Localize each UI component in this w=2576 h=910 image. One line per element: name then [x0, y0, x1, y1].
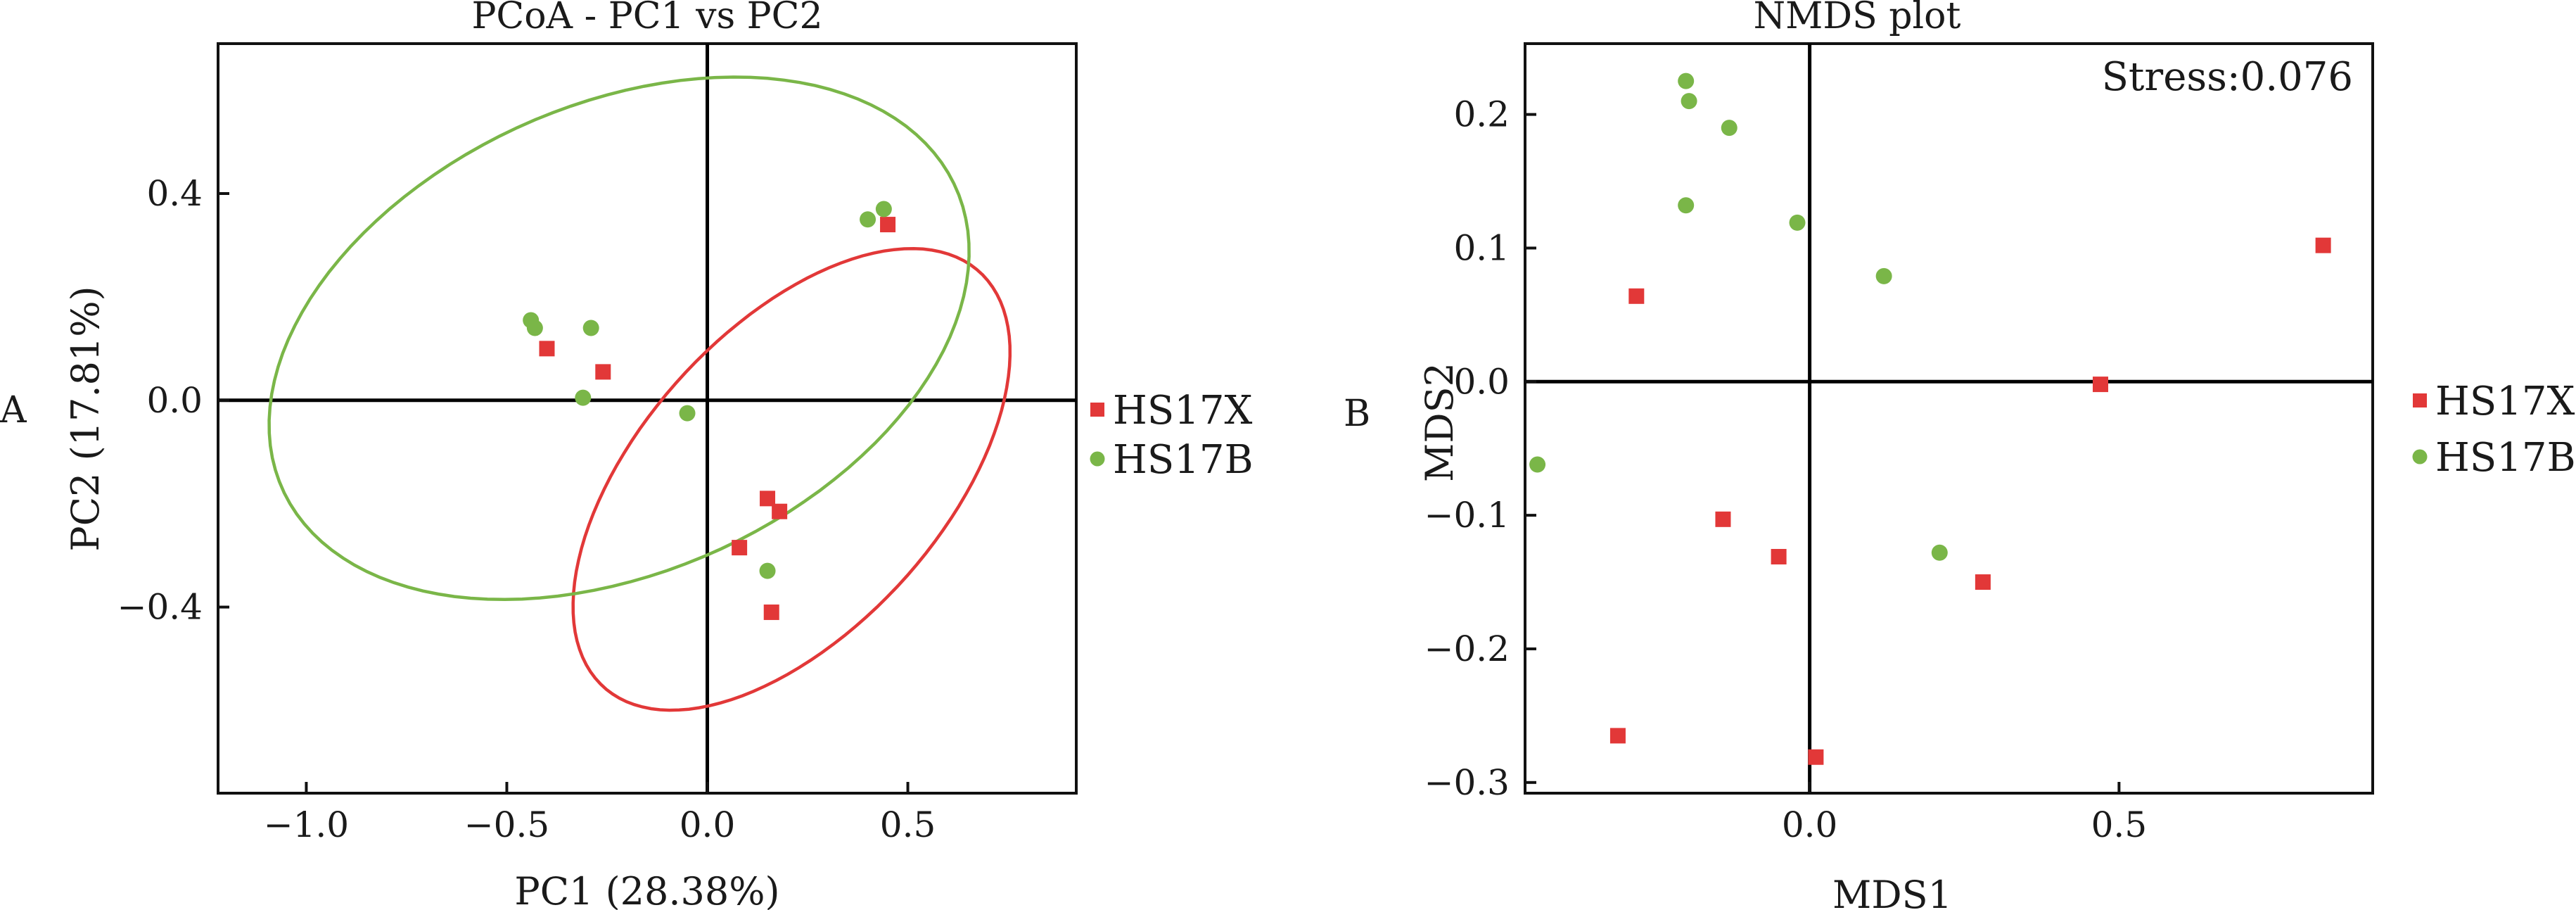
nmds-legend-marker-hs17x: [2413, 393, 2427, 407]
pcoa-point-hs17x: [772, 503, 788, 519]
pcoa-point-hs17b: [526, 320, 543, 336]
nmds-y-tick-label: 0.2: [1453, 94, 1510, 135]
nmds-point-hs17x: [1771, 548, 1787, 564]
nmds-y-tick-label: −0.3: [1424, 762, 1510, 803]
pcoa-ellipses: [267, 75, 1012, 712]
nmds-point-hs17b: [1721, 120, 1737, 137]
nmds-point-hs17b: [1678, 72, 1695, 89]
nmds-legend-label-hs17x: HS17X: [2435, 379, 2575, 424]
nmds-legend: HS17X HS17B: [2412, 379, 2576, 481]
nmds-y-ticks: −0.3 −0.2 −0.1 0.0 0.1 0.2: [1424, 94, 1536, 803]
panel-a-label: A: [0, 389, 27, 431]
pcoa-legend-marker-hs17x: [1090, 403, 1104, 417]
pcoa-points: [523, 201, 896, 620]
pcoa-x-axis-label: PC1 (28.38%): [514, 869, 779, 910]
pcoa-legend-label-hs17b: HS17B: [1113, 437, 1254, 483]
nmds-point-hs17x: [1715, 511, 1731, 527]
nmds-x-ticks: 0.0 0.5: [1782, 782, 2147, 845]
pcoa-point-hs17x: [539, 341, 555, 357]
nmds-x-axis-label: MDS1: [1832, 873, 1952, 910]
nmds-point-hs17b: [1681, 93, 1697, 110]
pcoa-legend-marker-hs17b: [1090, 451, 1105, 467]
pcoa-ellipse-hs17b: [267, 75, 971, 602]
pcoa-panel: A PCoA - PC1 vs PC2 −1.0 −0.5 0.0 0.5 −0.4 0…: [0, 0, 1254, 910]
pcoa-x-tick-label: 0.0: [680, 804, 736, 845]
pcoa-point-hs17b: [759, 562, 776, 579]
nmds-stress-annotation: Stress:0.076: [2102, 54, 2353, 100]
pcoa-point-hs17x: [595, 364, 611, 380]
nmds-points: [1529, 72, 2331, 765]
nmds-zero-lines: [1525, 44, 2373, 793]
pcoa-point-hs17b: [575, 389, 592, 406]
nmds-plot-frame: [1524, 42, 2374, 795]
nmds-point-hs17x: [1808, 749, 1824, 765]
pcoa-legend-label-hs17x: HS17X: [1113, 388, 1252, 434]
nmds-title: NMDS plot: [1754, 0, 1961, 37]
nmds-point-hs17b: [1931, 544, 1948, 561]
pcoa-x-tick-label: −0.5: [464, 804, 549, 845]
pcoa-y-tick-label: −0.4: [117, 587, 203, 628]
pcoa-point-hs17b: [875, 201, 892, 217]
pcoa-y-ticks: −0.4 0.0 0.4: [117, 173, 229, 628]
pcoa-x-tick-label: 0.5: [880, 804, 936, 845]
pcoa-y-axis-label: PC2 (17.81%): [63, 286, 108, 551]
pcoa-title: PCoA - PC1 vs PC2: [471, 0, 822, 37]
pcoa-point-hs17x: [880, 217, 896, 233]
pcoa-ellipse-hs17x: [571, 246, 1012, 712]
nmds-point-hs17x: [1975, 574, 1991, 590]
nmds-legend-label-hs17b: HS17B: [2435, 435, 2576, 481]
nmds-y-tick-label: 0.1: [1453, 227, 1510, 268]
nmds-point-hs17x: [1628, 288, 1645, 304]
nmds-point-hs17x: [2092, 377, 2108, 393]
pcoa-y-tick-label: 0.0: [146, 380, 203, 421]
pcoa-x-tick-label: −1.0: [264, 804, 349, 845]
nmds-panel: B NMDS plot Stress:0.076 0.0 0.5 −0.3 −0.2…: [1344, 0, 2576, 910]
nmds-y-tick-label: −0.2: [1424, 628, 1510, 669]
pcoa-point-hs17b: [679, 405, 696, 422]
nmds-legend-marker-hs17b: [2412, 449, 2428, 465]
pcoa-point-hs17b: [860, 211, 876, 228]
nmds-y-tick-label: −0.1: [1424, 495, 1510, 536]
nmds-y-axis-label: MDS2: [1417, 362, 1462, 482]
pcoa-y-tick-label: 0.4: [146, 173, 203, 214]
panel-b-label: B: [1344, 393, 1370, 435]
nmds-point-hs17b: [1678, 197, 1695, 214]
nmds-x-tick-label: 0.0: [1782, 804, 1838, 845]
pcoa-point-hs17b: [582, 320, 599, 336]
nmds-point-hs17b: [1875, 267, 1892, 284]
nmds-point-hs17x: [2315, 237, 2331, 253]
pcoa-point-hs17x: [763, 604, 779, 620]
nmds-point-hs17x: [1609, 728, 1626, 744]
nmds-x-tick-label: 0.5: [2091, 804, 2148, 845]
pcoa-point-hs17x: [732, 540, 748, 556]
pcoa-zero-lines: [218, 44, 1076, 793]
pcoa-plot-frame: [217, 42, 1078, 795]
nmds-point-hs17b: [1529, 456, 1546, 473]
pcoa-x-ticks: −1.0 −0.5 0.0 0.5: [264, 782, 936, 845]
pcoa-point-hs17x: [760, 491, 776, 507]
nmds-y-tick-label: 0.0: [1453, 361, 1510, 402]
nmds-point-hs17b: [1789, 214, 1806, 231]
